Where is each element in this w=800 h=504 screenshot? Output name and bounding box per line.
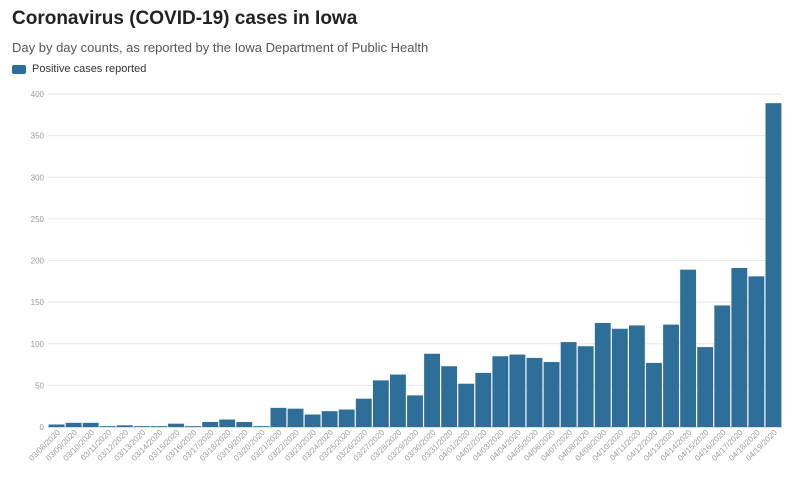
bar xyxy=(270,407,287,427)
y-tick-label: 150 xyxy=(31,298,45,307)
bar xyxy=(304,414,321,427)
bar xyxy=(543,362,560,427)
bar xyxy=(475,372,492,427)
bar xyxy=(65,422,82,427)
bar xyxy=(628,325,645,427)
y-tick-label: 400 xyxy=(31,90,45,99)
bar xyxy=(338,409,355,427)
bar xyxy=(424,353,440,427)
bar xyxy=(731,267,748,427)
bar xyxy=(321,411,338,427)
bar xyxy=(407,395,423,427)
legend: Positive cases reported xyxy=(12,63,146,75)
bar xyxy=(355,398,372,427)
bar xyxy=(594,322,611,427)
bar xyxy=(714,305,731,427)
chart-title: Coronavirus (COVID-19) cases in Iowa xyxy=(12,8,358,29)
y-tick-label: 100 xyxy=(31,340,45,349)
y-tick-label: 250 xyxy=(31,215,45,224)
bar xyxy=(372,380,389,427)
bar xyxy=(185,426,202,427)
bar xyxy=(611,328,628,427)
bar xyxy=(287,408,304,427)
bar xyxy=(168,423,184,427)
bar xyxy=(441,366,458,427)
legend-swatch xyxy=(12,64,26,74)
bar xyxy=(219,419,236,427)
y-tick-label: 200 xyxy=(31,257,45,266)
bar xyxy=(577,346,594,427)
y-tick-label: 300 xyxy=(31,173,45,182)
legend-label: Positive cases reported xyxy=(32,63,147,75)
y-tick-label: 350 xyxy=(31,132,45,141)
bar xyxy=(202,422,219,427)
bar xyxy=(765,103,782,427)
bar xyxy=(458,383,475,427)
bar xyxy=(48,424,65,427)
bar xyxy=(492,356,509,427)
chart-subtitle: Day by day counts, as reported by the Io… xyxy=(12,40,429,55)
bar xyxy=(253,426,270,427)
y-tick-label: 50 xyxy=(35,381,44,390)
bar xyxy=(151,426,167,427)
bar xyxy=(82,422,99,427)
bar xyxy=(390,374,406,427)
bar xyxy=(697,347,714,427)
bar xyxy=(680,269,697,427)
bar xyxy=(663,324,679,427)
y-tick-label: 0 xyxy=(40,423,45,432)
bar xyxy=(646,362,662,427)
bar xyxy=(133,426,150,427)
bar xyxy=(509,354,526,427)
bar xyxy=(526,357,543,427)
bar xyxy=(748,276,765,427)
bar xyxy=(560,342,577,427)
bar xyxy=(99,426,116,427)
bar xyxy=(236,422,253,427)
bar xyxy=(116,425,133,427)
